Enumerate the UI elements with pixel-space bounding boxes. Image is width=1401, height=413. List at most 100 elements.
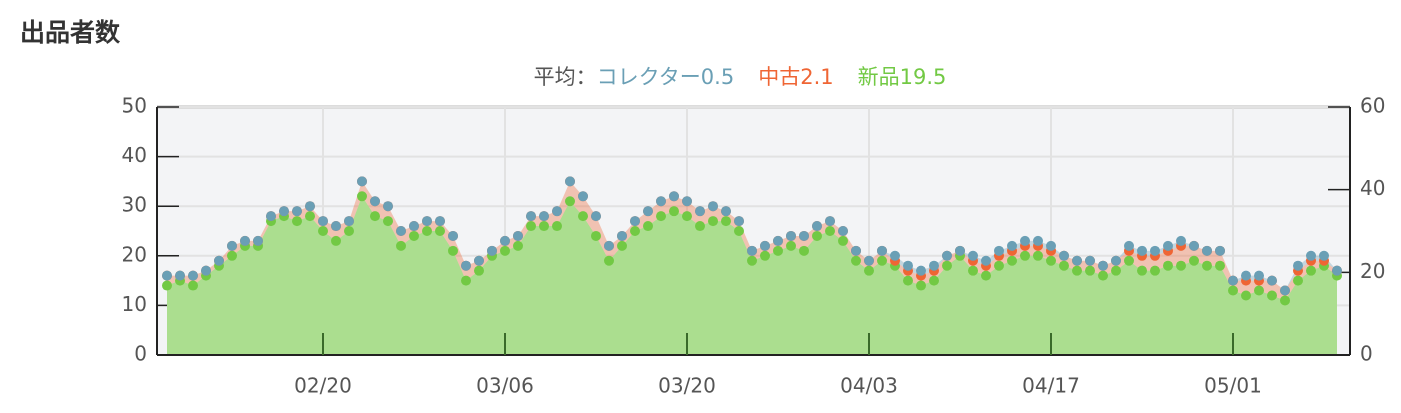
point — [409, 230, 419, 241]
legend-average: 2.1 — [800, 65, 833, 89]
point — [552, 206, 562, 217]
legend-name: コレクター — [597, 65, 701, 89]
point — [604, 240, 614, 251]
point — [578, 191, 588, 202]
point — [695, 221, 705, 232]
y-tick-label: 50 — [122, 94, 147, 118]
point — [1007, 255, 1017, 266]
point — [1059, 250, 1069, 261]
point — [1098, 270, 1108, 281]
y-tick-label: 20 — [122, 242, 147, 266]
point — [396, 226, 406, 236]
point — [838, 235, 848, 246]
y-tick-label: 30 — [122, 193, 147, 217]
average-label: 平均： — [534, 65, 597, 89]
point — [851, 255, 861, 266]
y2-tick-label: 0 — [1360, 342, 1373, 366]
point — [201, 265, 211, 276]
point — [1033, 250, 1043, 261]
point — [851, 245, 861, 256]
point — [994, 245, 1004, 256]
point — [708, 216, 718, 227]
point — [318, 226, 328, 236]
point — [1033, 235, 1043, 246]
point — [838, 226, 848, 236]
point — [630, 226, 640, 236]
point — [1176, 235, 1186, 246]
point — [1111, 255, 1121, 266]
point — [1059, 260, 1069, 271]
point — [370, 211, 380, 222]
point — [305, 211, 315, 222]
x-tick-label: 03/06 — [476, 374, 534, 398]
point — [968, 265, 978, 276]
averages: 平均：コレクター0.5 中古2.1 新品19.5 — [534, 65, 947, 89]
point — [474, 265, 484, 276]
point — [1150, 265, 1160, 276]
point — [331, 235, 341, 246]
legend-name: 中古 — [758, 65, 800, 89]
point — [1163, 260, 1173, 271]
y-tick-label: 10 — [122, 292, 147, 316]
point — [1254, 270, 1264, 281]
point — [1332, 265, 1342, 276]
point — [903, 275, 913, 286]
point — [682, 211, 692, 222]
point — [357, 176, 367, 187]
point — [1202, 245, 1212, 256]
point — [1254, 285, 1264, 296]
point — [864, 255, 874, 266]
point — [305, 201, 315, 212]
point — [1241, 270, 1251, 281]
point — [1280, 285, 1290, 296]
point — [1085, 255, 1095, 266]
point — [565, 196, 575, 207]
point — [513, 230, 523, 241]
point — [435, 226, 445, 236]
point — [162, 280, 172, 291]
point — [825, 226, 835, 236]
point — [721, 216, 731, 227]
point — [669, 206, 679, 217]
point — [409, 221, 419, 232]
point — [552, 221, 562, 232]
point — [656, 211, 666, 222]
point — [721, 206, 731, 217]
point — [188, 280, 198, 291]
y-tick-label: 0 — [134, 342, 147, 366]
point — [500, 245, 510, 256]
point — [344, 216, 354, 227]
point — [617, 230, 627, 241]
point — [1267, 275, 1277, 286]
point — [747, 245, 757, 256]
point — [448, 230, 458, 241]
point — [292, 216, 302, 227]
point — [864, 265, 874, 276]
point — [1189, 240, 1199, 251]
point — [1137, 245, 1147, 256]
point — [292, 206, 302, 217]
point — [812, 221, 822, 232]
point — [1215, 245, 1225, 256]
point — [1020, 235, 1030, 246]
point — [617, 240, 627, 251]
x-tick-label: 02/20 — [294, 374, 352, 398]
point — [383, 216, 393, 227]
point — [214, 255, 224, 266]
x-tick-label: 03/20 — [658, 374, 716, 398]
point — [318, 216, 328, 227]
point — [383, 201, 393, 212]
point — [786, 230, 796, 241]
point — [565, 176, 575, 187]
point — [916, 265, 926, 276]
point — [422, 226, 432, 236]
point — [1163, 240, 1173, 251]
point — [435, 216, 445, 227]
point — [643, 221, 653, 232]
point — [474, 255, 484, 266]
point — [1293, 275, 1303, 286]
point — [656, 196, 666, 207]
chart-title: 出品者数 — [20, 18, 121, 47]
point — [773, 235, 783, 246]
